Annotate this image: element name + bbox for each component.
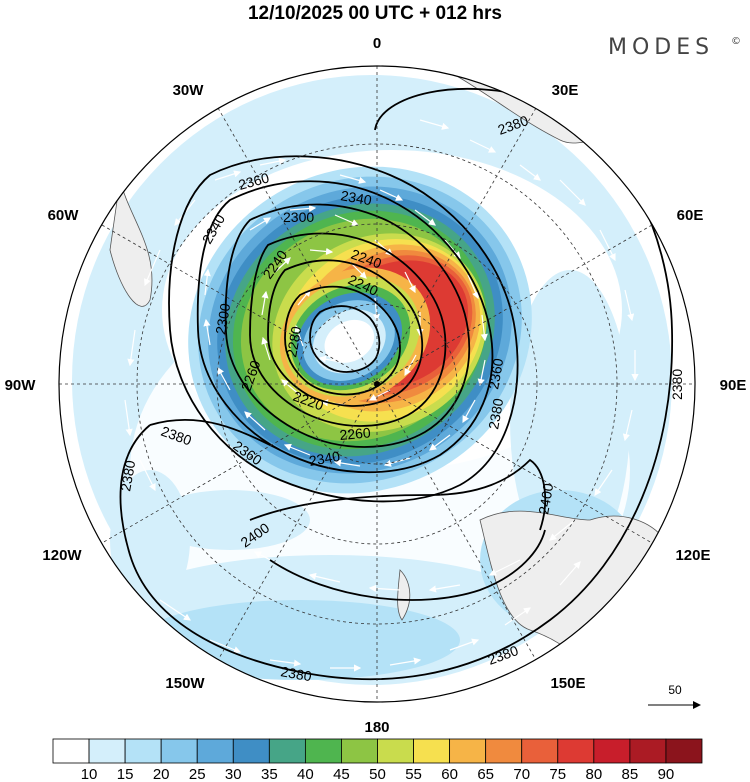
- lon-label-180: 180: [364, 719, 389, 736]
- contour-label: 2400: [535, 482, 556, 516]
- colorbar-tick-label: 15: [117, 766, 134, 782]
- brand-logo: MODES: [608, 35, 714, 60]
- lon-label-120w: 120W: [42, 547, 82, 564]
- colorbar-tick-label: 70: [513, 766, 530, 782]
- lon-label-0: 0: [373, 35, 381, 52]
- south-pole-marker: [374, 381, 380, 387]
- contour-label: 2380: [117, 459, 138, 493]
- contour-label: 2360: [237, 169, 271, 193]
- map-border: [58, 65, 696, 703]
- colorbar-swatch: [124, 738, 162, 764]
- colorbar-swatch: [196, 738, 234, 764]
- reference-vector: 50: [648, 683, 701, 709]
- contour-label: 2300: [283, 209, 314, 225]
- colorbar-tick-label: 30: [225, 766, 242, 782]
- colorbar-swatch: [377, 738, 414, 764]
- colorbar-tick-label: 20: [153, 766, 170, 782]
- colorbar-swatch: [304, 738, 342, 764]
- lon-label-30e: 30E: [552, 82, 579, 99]
- colorbar-tick-label: 35: [261, 766, 278, 782]
- colorbar-tick-label: 90: [658, 766, 675, 782]
- colorbar-swatch: [449, 738, 487, 764]
- contour-label: 2280: [283, 325, 304, 359]
- colorbar-tick-label: 80: [585, 766, 602, 782]
- contour-label: 2380: [669, 369, 685, 400]
- colorbar-tick-label: 45: [333, 766, 350, 782]
- colorbar-swatch: [593, 738, 631, 764]
- colorbar-swatch: [341, 738, 378, 764]
- colorbar-tick-label: 10: [81, 766, 98, 782]
- colorbar-swatch: [88, 738, 126, 764]
- map-title: 12/10/2025 00 UTC + 012 hrs: [248, 3, 502, 24]
- colorbar-tick-label: 60: [441, 766, 458, 782]
- colorbar-swatch: [557, 738, 595, 764]
- wind-vectors: [124, 119, 639, 672]
- colorbar-swatch: [665, 738, 703, 764]
- colorbar-swatch: [629, 738, 667, 764]
- colorbar-tick-label: 25: [189, 766, 206, 782]
- lon-label-60e: 60E: [677, 207, 704, 224]
- colorbar-swatch: [521, 738, 559, 764]
- colorbar-swatch: [485, 738, 523, 764]
- colorbar: 10 15 20 25 30 35 40 45 50 55 60 65 70 75 80 85 90: [52, 738, 703, 782]
- lon-label-90e: 90E: [720, 377, 747, 394]
- colorbar-tick-label: 50: [369, 766, 386, 782]
- colorbar-tick-label: 75: [549, 766, 566, 782]
- contour-label: 2340: [308, 448, 342, 469]
- colorbar-tick-label: 55: [405, 766, 422, 782]
- colorbar-swatch: [160, 738, 198, 764]
- reference-vector-label: 50: [668, 683, 682, 697]
- contour-label: 2380: [485, 397, 506, 431]
- contour-label: 2300: [212, 302, 233, 336]
- lon-label-90w: 90W: [5, 377, 37, 394]
- colorbar-tick-label: 65: [477, 766, 494, 782]
- jet-inner: [279, 267, 431, 403]
- contour-label: 2380: [279, 663, 313, 684]
- longitude-labels: 0 30W 30E 60W 60E 90W 90E 120W 120E 150W…: [5, 35, 747, 736]
- colorbar-swatch: [52, 738, 90, 764]
- colorbar-tick-label: 85: [622, 766, 639, 782]
- lon-label-120e: 120E: [675, 547, 710, 564]
- lon-label-30w: 30W: [173, 82, 205, 99]
- brand-mark: ©: [731, 36, 741, 47]
- lon-label-150w: 150W: [165, 675, 205, 692]
- lon-label-60w: 60W: [48, 207, 80, 224]
- contour-label: 2340: [339, 187, 373, 208]
- colorbar-tick-label: 40: [297, 766, 314, 782]
- contour-label: 2260: [339, 424, 372, 443]
- colorbar-swatch: [413, 738, 451, 764]
- colorbar-swatch: [232, 738, 270, 764]
- contour-label: 2360: [485, 357, 506, 391]
- lon-label-150e: 150E: [550, 675, 585, 692]
- colorbar-swatch: [268, 738, 306, 764]
